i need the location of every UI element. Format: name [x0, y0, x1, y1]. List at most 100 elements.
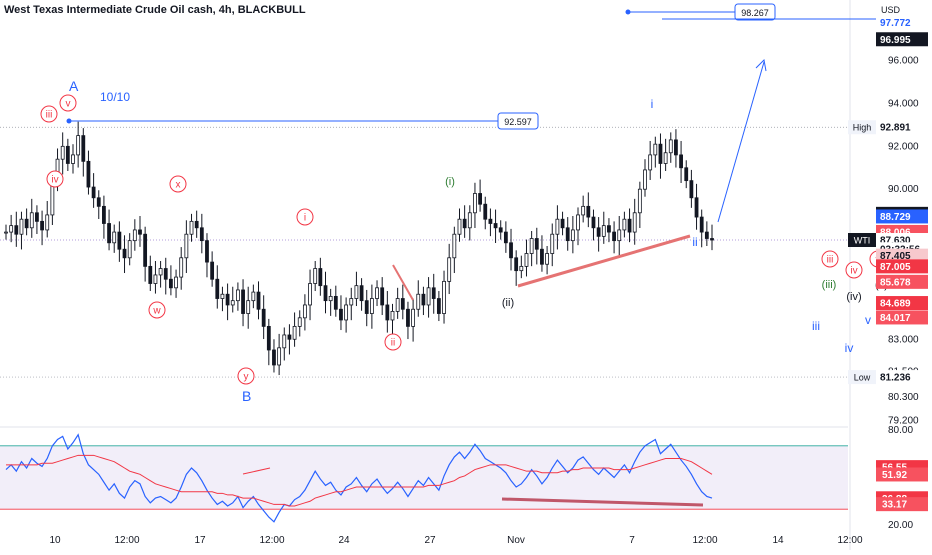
- price-label-bg: [876, 209, 928, 224]
- candle-body: [241, 289, 245, 314]
- candle-body: [251, 291, 256, 302]
- time-tick-label: 27: [424, 535, 436, 546]
- red-ii: ii: [391, 338, 395, 349]
- candle-body: [189, 220, 194, 235]
- candle-body: [107, 223, 111, 244]
- red-iv-left: iv: [51, 175, 58, 186]
- candle-body: [643, 169, 647, 190]
- wave-ii-blue: ii: [692, 235, 697, 249]
- red-iv-left-circle: [46, 170, 64, 188]
- price-label-text: 88.006: [880, 227, 911, 238]
- red-i-circle: [296, 208, 314, 226]
- red-iii-right: iii: [827, 255, 834, 266]
- candle-body: [514, 257, 519, 272]
- candle-body: [668, 139, 673, 154]
- candle-body: [143, 233, 148, 267]
- candle-body: [560, 218, 565, 229]
- rsi-line: [5, 433, 713, 523]
- candle-body: [663, 152, 668, 164]
- candle-body: [292, 325, 297, 340]
- candle-body: [447, 257, 452, 282]
- candle-body: [138, 229, 142, 235]
- candle-body: [328, 295, 333, 302]
- candle-body: [710, 238, 714, 241]
- candle-body: [591, 216, 596, 229]
- wave-4-paren: (iv): [846, 291, 861, 303]
- candle-body: [395, 298, 400, 312]
- candle-body: [333, 295, 338, 310]
- candle-body: [375, 287, 379, 299]
- candle-body: [498, 227, 503, 233]
- price-label-bg: [876, 15, 928, 30]
- wave-3-paren: (iii): [822, 279, 837, 291]
- price-tick-label: 83.000: [888, 334, 919, 345]
- candle-body: [215, 278, 220, 299]
- rsi-label-text: 33.17: [882, 500, 907, 511]
- rsi-ma-line: [6, 454, 713, 507]
- candle-body: [148, 265, 153, 284]
- candle-body: [153, 274, 158, 284]
- candle-body: [225, 293, 230, 306]
- candle-body: [297, 317, 302, 327]
- price-tag-bg: [848, 120, 876, 135]
- candle-body: [674, 139, 678, 156]
- wave-A-label: A: [69, 78, 79, 94]
- candle-body: [431, 287, 436, 299]
- red-w: w: [152, 306, 161, 317]
- red-i: i: [304, 213, 306, 224]
- candle-body: [169, 278, 173, 289]
- price-tag-bg: [848, 233, 876, 248]
- candle-body: [576, 214, 580, 231]
- candle-body: [509, 242, 513, 259]
- support-trendline: [517, 234, 691, 288]
- wave-1-paren: (i): [445, 176, 455, 188]
- candle-body: [467, 212, 472, 229]
- candle-body: [421, 293, 426, 306]
- candle-body: [344, 304, 349, 321]
- candle-body: [617, 229, 622, 242]
- price-label-text: 85.678: [880, 277, 911, 288]
- hline-mid-dot: [66, 118, 72, 124]
- candle-body: [694, 197, 699, 218]
- candle-body: [436, 298, 441, 314]
- candle-body: [473, 193, 477, 214]
- candle-body: [545, 253, 549, 265]
- candle-body: [704, 231, 709, 239]
- candle-body: [266, 325, 271, 351]
- red-y-circle: [237, 367, 255, 385]
- red-x: x: [176, 180, 181, 191]
- candle-body: [246, 300, 251, 314]
- time-tick-label: 12:00: [114, 535, 139, 546]
- candle-body: [35, 212, 39, 222]
- candle-body: [96, 197, 101, 207]
- time-tick-label: 10: [49, 535, 61, 546]
- candle-body: [277, 347, 282, 366]
- price-tag-bg: [848, 370, 876, 385]
- candle-body: [596, 227, 601, 237]
- wave-2-paren: (ii): [502, 297, 514, 309]
- rsi-divergence-line: [501, 497, 704, 507]
- candle-body: [416, 293, 421, 310]
- currency-label: USD: [881, 5, 901, 15]
- candle-body: [60, 145, 65, 160]
- price-box-1-label: 98.267: [741, 8, 769, 18]
- rsi-tick-label: 80.00: [888, 425, 913, 436]
- candle-body: [529, 238, 534, 254]
- candle-body: [71, 154, 75, 164]
- candle-body: [586, 205, 591, 218]
- candle-body: [163, 268, 168, 280]
- red-v-left-circle: [59, 94, 77, 112]
- price-label-bg: [876, 274, 928, 289]
- candle-body: [457, 218, 462, 235]
- candle-body: [261, 308, 266, 327]
- red-w-circle: [148, 301, 166, 319]
- candle-body: [282, 334, 287, 349]
- candle-body: [607, 225, 611, 233]
- price-label-text: 96.995: [880, 35, 911, 46]
- candle-body: [112, 231, 117, 244]
- price-box-1: [734, 3, 776, 21]
- candle-body: [648, 154, 653, 171]
- time-tick-label: Nov: [507, 535, 525, 546]
